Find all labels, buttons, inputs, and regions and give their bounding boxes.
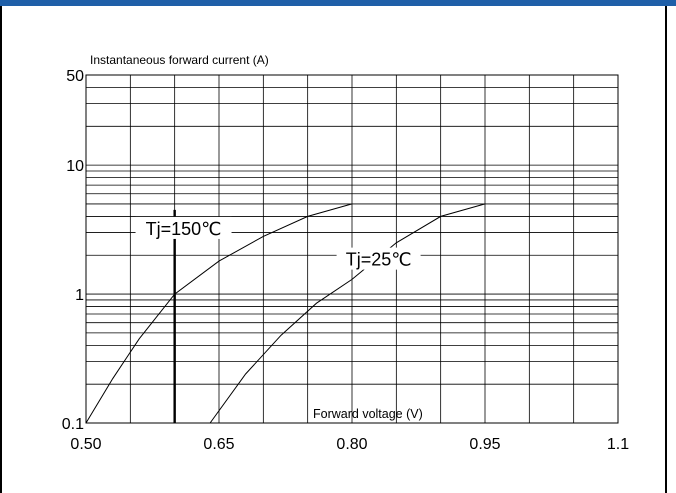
y-tick-label: 10 xyxy=(66,158,84,175)
y-tick-label: 1 xyxy=(75,287,84,304)
annotation-background xyxy=(135,216,232,239)
x-tick-label: 1.1 xyxy=(607,436,629,453)
tick-labels: 0.50 0.65 0.80 0.95 1.1 0.1 1 10 50 xyxy=(62,68,629,453)
series-annotation: Tj=150℃ xyxy=(146,219,222,239)
annotation-background xyxy=(336,247,421,270)
window-top-bar xyxy=(0,0,676,6)
y-tick-label: 50 xyxy=(66,68,84,85)
series-annotation: Tj=25℃ xyxy=(346,250,412,270)
x-tick-label: 0.50 xyxy=(70,436,101,453)
x-tick-label: 0.65 xyxy=(203,436,234,453)
y-tick-label: 0.1 xyxy=(62,416,84,433)
y-axis-label: Instantaneous forward current (A) xyxy=(90,53,269,67)
window-frame xyxy=(0,6,667,493)
series-curve xyxy=(85,203,353,424)
series-curve xyxy=(209,203,486,424)
x-axis-label: Forward voltage (V) xyxy=(313,407,423,421)
x-tick-label: 0.80 xyxy=(336,436,367,453)
curves: Tj=150℃ Tj=25℃ xyxy=(85,203,486,424)
x-tick-label: 0.95 xyxy=(469,436,500,453)
